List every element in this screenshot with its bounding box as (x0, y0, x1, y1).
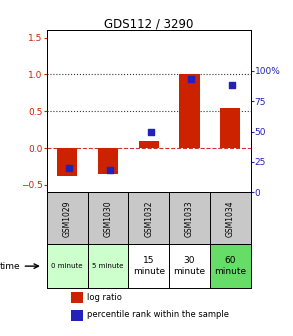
Point (230, 83, 234, 88)
Bar (210, 244, 251, 288)
Bar (71, 310, 83, 321)
Point (148, 129, 153, 134)
Text: GSM1029: GSM1029 (63, 200, 72, 237)
Bar (169, 244, 210, 288)
Bar (98, 148, 118, 174)
Point (189, 77, 194, 82)
Text: time: time (0, 262, 21, 270)
Bar (128, 244, 169, 288)
Bar (88, 244, 128, 288)
Text: GSM1030: GSM1030 (103, 200, 113, 237)
Point (108, 168, 112, 173)
Bar (57, 148, 77, 176)
Text: 5 minute: 5 minute (92, 263, 124, 269)
Text: GSM1032: GSM1032 (144, 200, 153, 237)
Point (67, 165, 71, 171)
Text: log ratio: log ratio (87, 293, 122, 302)
Bar (71, 292, 83, 303)
Title: GDS112 / 3290: GDS112 / 3290 (104, 17, 193, 30)
Text: 60
minute: 60 minute (214, 256, 246, 276)
Text: 30
minute: 30 minute (173, 256, 205, 276)
Bar (139, 141, 159, 148)
Bar (220, 108, 240, 148)
Text: GSM1033: GSM1033 (185, 200, 194, 237)
Text: percentile rank within the sample: percentile rank within the sample (87, 310, 229, 320)
Bar (179, 75, 200, 148)
Text: 0 minute: 0 minute (52, 263, 83, 269)
Text: 15
minute: 15 minute (133, 256, 165, 276)
Text: GSM1034: GSM1034 (226, 200, 235, 237)
Bar (47, 244, 88, 288)
